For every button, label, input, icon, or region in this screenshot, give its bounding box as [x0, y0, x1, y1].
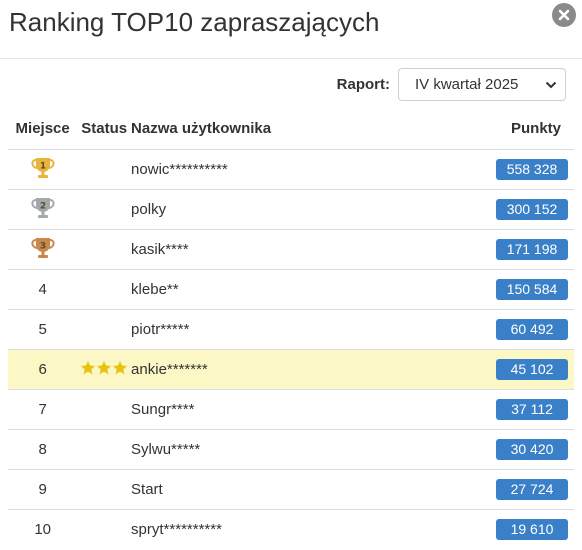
column-header-status: Status [81, 120, 128, 137]
status-cell [77, 229, 132, 270]
status-cell [77, 469, 132, 510]
status-cell [77, 189, 132, 230]
points-cell: 27 724 [451, 469, 574, 510]
table-row: 2 polky 300 152 [8, 189, 574, 230]
place-number: 10 [34, 521, 51, 538]
close-icon [558, 9, 570, 21]
table-row: 6 ankie******* 45 102 [8, 349, 574, 390]
star-icon [96, 360, 112, 380]
place-cell: 4 [8, 269, 78, 310]
points-badge: 37 112 [496, 399, 568, 420]
table-row: 4 klebe** 150 584 [8, 269, 574, 310]
username-cell: polky [131, 189, 451, 230]
table-row: 9 Start 27 724 [8, 469, 574, 510]
svg-text:2: 2 [40, 201, 46, 211]
points-badge: 171 198 [496, 239, 568, 260]
username-cell: kasik**** [131, 229, 451, 270]
points-cell: 150 584 [451, 269, 574, 310]
place-number: 7 [38, 401, 47, 418]
svg-text:1: 1 [40, 161, 46, 171]
status-stars [80, 360, 128, 380]
place-cell: 5 [8, 309, 78, 350]
points-cell: 19 610 [451, 509, 574, 549]
points-cell: 45 102 [451, 349, 574, 390]
star-icon [80, 360, 96, 380]
column-header-points: Punkty [510, 120, 561, 137]
points-badge: 60 492 [496, 319, 568, 340]
place-number: 4 [38, 281, 47, 298]
status-cell [77, 429, 132, 470]
table-row: 10 spryt********** 19 610 [8, 509, 574, 549]
place-cell: 3 [8, 229, 78, 270]
username-cell: klebe** [131, 269, 451, 310]
table-row: 3 kasik**** 171 198 [8, 229, 574, 270]
points-cell: 300 152 [451, 189, 574, 230]
bronze-trophy-icon: 3 [30, 236, 56, 264]
points-badge: 300 152 [496, 199, 568, 220]
star-icon [112, 360, 128, 380]
modal-header: Ranking TOP10 zapraszających [0, 0, 582, 59]
close-button[interactable] [552, 3, 576, 27]
table-row: 7 Sungr**** 37 112 [8, 389, 574, 430]
modal-title: Ranking TOP10 zapraszających [9, 7, 380, 37]
status-cell [77, 149, 132, 190]
gold-trophy-icon: 1 [30, 156, 56, 184]
place-number: 6 [38, 361, 47, 378]
points-badge: 45 102 [496, 359, 568, 380]
status-cell [77, 349, 132, 390]
username-cell: piotr***** [131, 309, 451, 350]
username-cell: ankie******* [131, 349, 451, 390]
username-cell: Sungr**** [131, 389, 451, 430]
status-cell [77, 389, 132, 430]
points-badge: 19 610 [496, 519, 568, 540]
ranking-body: 1 nowic********** 558 328 2 polky 300 152 3 kas… [8, 149, 574, 549]
column-header-user: Nazwa użytkownika [131, 120, 272, 137]
column-header-place: Miejsce [15, 120, 70, 137]
username-cell: nowic********** [131, 149, 451, 190]
points-cell: 60 492 [451, 309, 574, 350]
ranking-table: Miejsce Status Nazwa użytkownika Punkty … [8, 108, 574, 549]
table-row: 1 nowic********** 558 328 [8, 149, 574, 190]
place-cell: 10 [8, 509, 78, 549]
chevron-down-icon [545, 81, 557, 88]
table-header-row: Miejsce Status Nazwa użytkownika Punkty [8, 108, 574, 150]
silver-trophy-icon: 2 [30, 196, 56, 224]
status-cell [77, 509, 132, 549]
place-number: 5 [38, 321, 47, 338]
username-cell: Start [131, 469, 451, 510]
place-cell: 9 [8, 469, 78, 510]
place-cell: 1 [8, 149, 78, 190]
status-cell [77, 309, 132, 350]
place-cell: 8 [8, 429, 78, 470]
username-cell: Sylwu***** [131, 429, 451, 470]
points-badge: 150 584 [496, 279, 568, 300]
place-cell: 6 [8, 349, 78, 390]
points-badge: 27 724 [496, 479, 568, 500]
points-cell: 558 328 [451, 149, 574, 190]
points-cell: 171 198 [451, 229, 574, 270]
report-select[interactable]: IV kwartał 2025 [398, 68, 566, 101]
report-filter: Raport: IV kwartał 2025 [337, 68, 566, 101]
place-cell: 2 [8, 189, 78, 230]
place-cell: 7 [8, 389, 78, 430]
report-label: Raport: [336, 76, 390, 93]
svg-text:3: 3 [40, 241, 46, 251]
place-number: 8 [38, 441, 47, 458]
table-row: 5 piotr***** 60 492 [8, 309, 574, 350]
points-badge: 30 420 [496, 439, 568, 460]
table-row: 8 Sylwu***** 30 420 [8, 429, 574, 470]
place-number: 9 [38, 481, 47, 498]
status-cell [77, 269, 132, 310]
points-badge: 558 328 [496, 159, 568, 180]
report-select-value: IV kwartał 2025 [415, 76, 519, 93]
points-cell: 30 420 [451, 429, 574, 470]
points-cell: 37 112 [451, 389, 574, 430]
username-cell: spryt********** [131, 509, 451, 549]
